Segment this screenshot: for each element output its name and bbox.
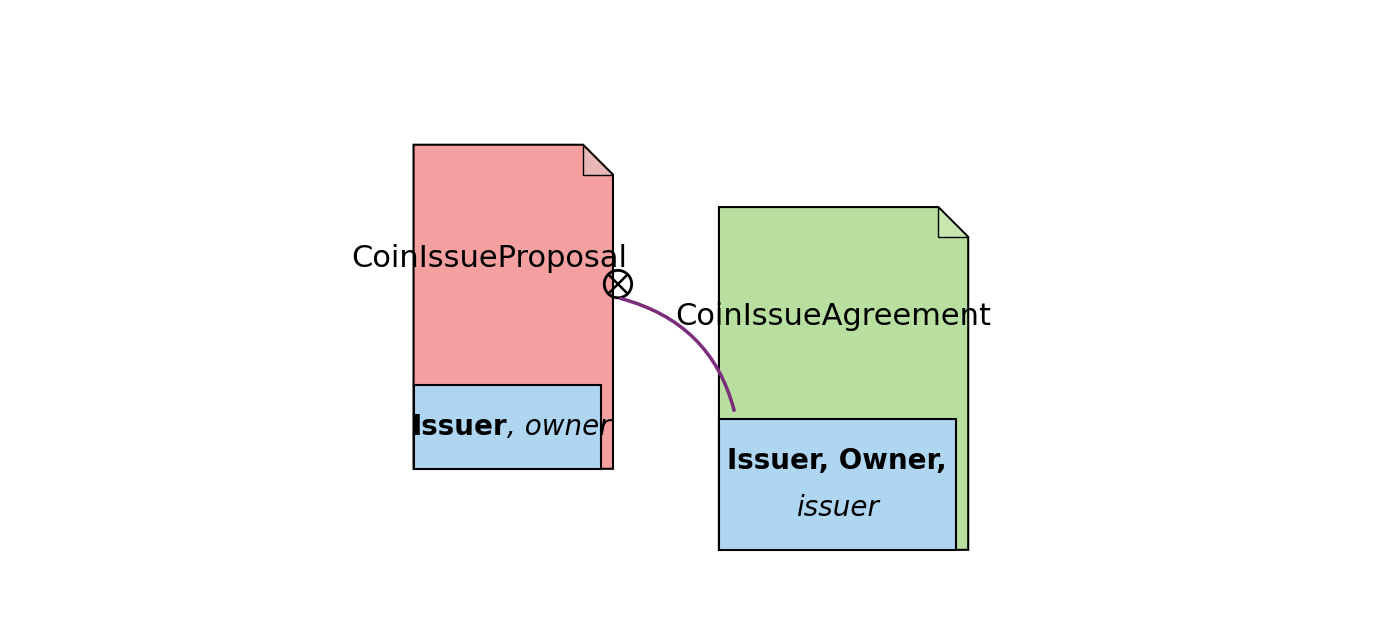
Polygon shape <box>414 145 613 469</box>
Text: CoinIssueAgreement: CoinIssueAgreement <box>676 302 991 331</box>
Text: Issuer, Owner,: Issuer, Owner, <box>727 447 947 475</box>
Text: CoinIssueProposal: CoinIssueProposal <box>351 244 627 273</box>
Text: Issuer: Issuer <box>411 413 507 441</box>
Polygon shape <box>583 145 613 175</box>
FancyArrowPatch shape <box>620 299 734 410</box>
Polygon shape <box>719 207 969 550</box>
Bar <box>719 419 956 550</box>
Text: issuer: issuer <box>795 494 879 522</box>
Polygon shape <box>938 207 969 237</box>
Bar <box>414 384 601 469</box>
Text: , owner: , owner <box>507 413 611 441</box>
